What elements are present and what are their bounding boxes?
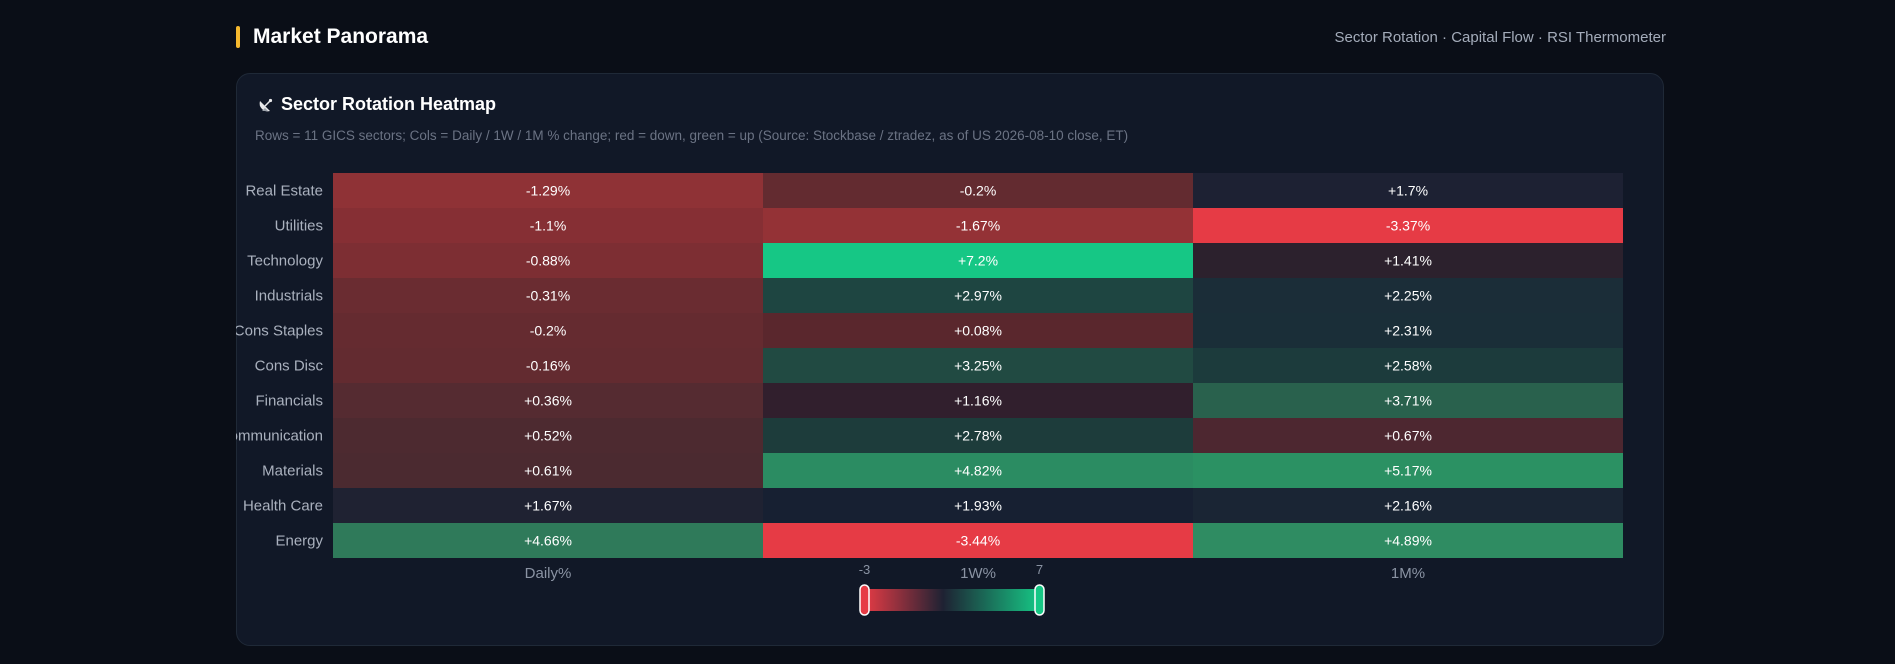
- page-title: Market Panorama: [253, 25, 429, 48]
- row-label: Utilities: [275, 218, 323, 235]
- cell-value-label: +1.67%: [524, 498, 572, 514]
- cell-value-label: +1.93%: [954, 498, 1002, 514]
- visual-map[interactable]: -3 7: [859, 562, 1045, 616]
- row-label: Real Estate: [245, 183, 323, 200]
- row-label: Health Care: [243, 498, 323, 515]
- cell-value-label: +2.78%: [954, 428, 1002, 444]
- column-label: 1M%: [1391, 565, 1425, 582]
- cell-value-label: -0.2%: [960, 183, 997, 199]
- cell-value-label: +5.17%: [1384, 463, 1432, 479]
- heatmap-cell[interactable]: [763, 348, 1193, 383]
- heatmap-cells: -1.29% -0.2% +1.7% -1.1% -1.67% -3.37% -0.88% +…: [333, 173, 1623, 558]
- row-label: Cons Staples: [234, 323, 323, 340]
- heatmap-cell[interactable]: [1193, 453, 1623, 488]
- cell-value-label: +3.25%: [954, 358, 1002, 374]
- cell-value-label: -0.31%: [526, 288, 570, 304]
- cell-value-label: -0.2%: [530, 323, 567, 339]
- heatmap-cell[interactable]: [333, 418, 763, 453]
- panel-title-text: Sector Rotation Heatmap: [281, 94, 497, 114]
- cell-value-label: -1.1%: [530, 218, 567, 234]
- row-label: Cons Disc: [255, 358, 324, 375]
- cell-value-label: +0.52%: [524, 428, 572, 444]
- row-labels: Real Estate Utilities Technology Industrial…: [219, 183, 324, 550]
- heatmap-cell[interactable]: [763, 208, 1193, 243]
- cell-value-label: -3.44%: [956, 533, 1000, 549]
- panel-caption: Rows = 11 GICS sectors; Cols = Daily / 1…: [255, 128, 1129, 143]
- cell-value-label: -1.29%: [526, 183, 570, 199]
- heatmap-cell[interactable]: [763, 313, 1193, 348]
- cell-value-label: +4.66%: [524, 533, 572, 549]
- cell-value-label: -0.16%: [526, 358, 570, 374]
- heatmap-cell[interactable]: [763, 383, 1193, 418]
- cell-value-label: +2.31%: [1384, 323, 1432, 339]
- cell-value-label: +7.2%: [958, 253, 998, 269]
- heatmap-cell[interactable]: [1193, 313, 1623, 348]
- heatmap-cell[interactable]: [763, 523, 1193, 558]
- column-label: 1W%: [960, 565, 996, 582]
- heatmap-cell[interactable]: [1193, 348, 1623, 383]
- page-subtitle: Sector Rotation · Capital Flow · RSI The…: [1334, 29, 1666, 46]
- satellite-dish-icon: [259, 98, 273, 111]
- heatmap-cell[interactable]: [333, 208, 763, 243]
- cell-value-label: +3.71%: [1384, 393, 1432, 409]
- cell-value-label: +2.58%: [1384, 358, 1432, 374]
- header-accent-bar: [236, 26, 240, 48]
- cell-value-label: +2.25%: [1384, 288, 1432, 304]
- heatmap-cell[interactable]: [1193, 418, 1623, 453]
- heatmap-cell[interactable]: [763, 278, 1193, 313]
- visual-map-min-label: -3: [859, 562, 871, 577]
- heatmap-cell[interactable]: [333, 173, 763, 208]
- row-label: Energy: [275, 533, 323, 550]
- cell-value-label: -1.67%: [956, 218, 1000, 234]
- cell-value-label: +1.16%: [954, 393, 1002, 409]
- heatmap-cell[interactable]: [333, 313, 763, 348]
- cell-value-label: +2.16%: [1384, 498, 1432, 514]
- cell-value-label: +0.08%: [954, 323, 1002, 339]
- row-label: Materials: [262, 463, 323, 480]
- cell-value-label: +0.36%: [524, 393, 572, 409]
- heatmap-cell[interactable]: [1193, 243, 1623, 278]
- heatmap-cell[interactable]: [763, 418, 1193, 453]
- heatmap-cell[interactable]: [763, 453, 1193, 488]
- row-label: Financials: [255, 393, 323, 410]
- heatmap-cell[interactable]: [763, 173, 1193, 208]
- heatmap-cell[interactable]: [1193, 488, 1623, 523]
- heatmap-cell[interactable]: [333, 383, 763, 418]
- cell-value-label: +4.82%: [954, 463, 1002, 479]
- heatmap-cell[interactable]: [1193, 208, 1623, 243]
- visual-map-max-handle[interactable]: [1034, 584, 1045, 616]
- heatmap-cell[interactable]: [333, 243, 763, 278]
- row-label: Technology: [247, 253, 323, 270]
- cell-value-label: +2.97%: [954, 288, 1002, 304]
- heatmap-cell[interactable]: [333, 453, 763, 488]
- cell-value-label: +0.67%: [1384, 428, 1432, 444]
- heatmap-cell[interactable]: [333, 523, 763, 558]
- heatmap-cell[interactable]: [1193, 278, 1623, 313]
- column-label: Daily%: [525, 565, 572, 582]
- heatmap-cell[interactable]: [763, 488, 1193, 523]
- cell-value-label: +0.61%: [524, 463, 572, 479]
- heatmap-cell[interactable]: [763, 243, 1193, 278]
- page-header: Market Panorama Sector Rotation · Capita…: [236, 22, 1666, 52]
- cell-value-label: -3.37%: [1386, 218, 1430, 234]
- cell-value-label: -0.88%: [526, 253, 570, 269]
- cell-value-label: +1.7%: [1388, 183, 1428, 199]
- row-label: Communication: [219, 428, 323, 445]
- cell-value-label: +1.41%: [1384, 253, 1432, 269]
- heatmap-cell[interactable]: [333, 488, 763, 523]
- heatmap-cell[interactable]: [1193, 523, 1623, 558]
- row-label: Industrials: [255, 288, 323, 305]
- cell-value-label: +4.89%: [1384, 533, 1432, 549]
- heatmap-cell[interactable]: [333, 348, 763, 383]
- heatmap-cell[interactable]: [1193, 383, 1623, 418]
- heatmap-cell[interactable]: [333, 278, 763, 313]
- visual-map-min-handle[interactable]: [859, 584, 870, 616]
- column-labels: Daily% 1W% 1M%: [525, 565, 1425, 582]
- visual-map-bar: [864, 589, 1040, 611]
- panel-title: Sector Rotation Heatmap: [257, 94, 496, 115]
- heatmap-cell[interactable]: [1193, 173, 1623, 208]
- visual-map-max-label: 7: [1036, 562, 1043, 577]
